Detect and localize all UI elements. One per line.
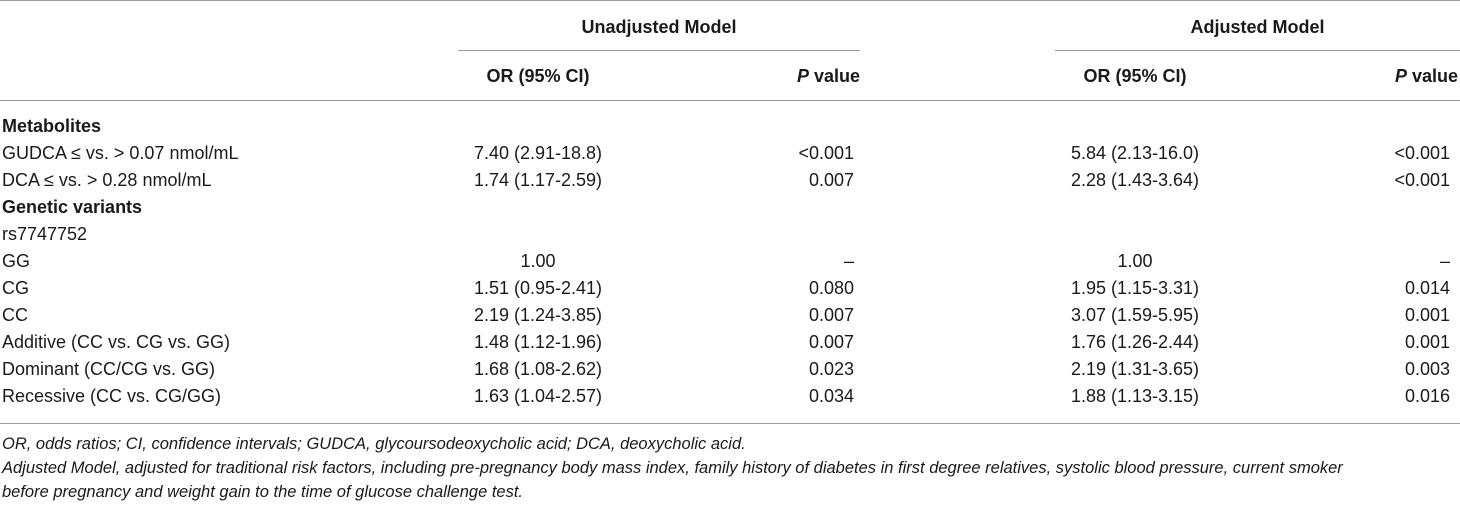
col-header-unadj-or: OR (95% CI) bbox=[486, 66, 590, 86]
footnote-adjusted-line2: before pregnancy and weight gain to the … bbox=[2, 483, 524, 501]
adj-p-cell: 0.003 bbox=[1404, 359, 1450, 379]
adj-p-cell: 0.001 bbox=[1404, 332, 1450, 352]
p-italic: P bbox=[796, 66, 809, 86]
adj-or-cell: 5.84 (2.13-16.0) bbox=[1070, 143, 1200, 163]
table-bottom-rule bbox=[0, 423, 1460, 424]
adj-p-cell: <0.001 bbox=[1394, 143, 1450, 163]
adj-or-cell: 1.76 (1.26-2.44) bbox=[1070, 332, 1200, 352]
adj-or-cell: 3.07 (1.59-5.95) bbox=[1070, 305, 1200, 325]
adj-or-cell: 1.88 (1.13-3.15) bbox=[1070, 386, 1200, 406]
adj-p-cell: <0.001 bbox=[1394, 170, 1450, 190]
row-label: GG bbox=[2, 251, 31, 271]
footnote-adjusted-line1: Adjusted Model, adjusted for traditional… bbox=[2, 459, 1343, 477]
footnotes: OR, odds ratios; CI, confidence interval… bbox=[2, 432, 1343, 504]
unadj-p-cell: 0.007 bbox=[808, 305, 854, 325]
row-label: CC bbox=[2, 305, 28, 325]
adj-p-cell: 0.016 bbox=[1404, 386, 1450, 406]
row-label: rs7747752 bbox=[2, 224, 88, 244]
unadj-or-cell: 1.63 (1.04-2.57) bbox=[473, 386, 603, 406]
col-header-adj-p: P value bbox=[1395, 65, 1458, 87]
row-label: Additive (CC vs. CG vs. GG) bbox=[2, 332, 231, 352]
unadj-or-cell: 1.48 (1.12-1.96) bbox=[473, 332, 603, 352]
group2-underline bbox=[1055, 50, 1460, 51]
adj-or-cell: 1.00 bbox=[1117, 251, 1153, 271]
unadj-p-cell: – bbox=[843, 251, 854, 271]
unadj-p-cell: 0.034 bbox=[808, 386, 854, 406]
unadj-p-cell: 0.080 bbox=[808, 278, 854, 298]
unadj-or-cell: 1.68 (1.08-2.62) bbox=[473, 359, 603, 379]
unadj-p-cell: 0.023 bbox=[808, 359, 854, 379]
col-header-unadj-p: P value bbox=[797, 65, 860, 87]
adj-or-cell: 2.28 (1.43-3.64) bbox=[1070, 170, 1200, 190]
group2-header: Adjusted Model bbox=[1190, 17, 1325, 37]
unadj-or-cell: 1.74 (1.17-2.59) bbox=[473, 170, 603, 190]
row-label: DCA ≤ vs. > 0.28 nmol/mL bbox=[2, 170, 212, 190]
col-header-adj-or: OR (95% CI) bbox=[1083, 66, 1187, 86]
adj-or-cell: 1.95 (1.15-3.31) bbox=[1070, 278, 1200, 298]
section-label: Genetic variants bbox=[2, 197, 143, 217]
unadj-or-cell: 7.40 (2.91-18.8) bbox=[473, 143, 603, 163]
unadj-or-cell: 2.19 (1.24-3.85) bbox=[473, 305, 603, 325]
row-label: Recessive (CC vs. CG/GG) bbox=[2, 386, 222, 406]
row-label: CG bbox=[2, 278, 29, 298]
group1-header: Unadjusted Model bbox=[581, 17, 737, 37]
unadj-or-cell: 1.00 bbox=[520, 251, 556, 271]
footnote-abbreviations: OR, odds ratios; CI, confidence interval… bbox=[2, 435, 746, 453]
p-rest: value bbox=[808, 66, 860, 86]
unadj-or-cell: 1.51 (0.95-2.41) bbox=[473, 278, 603, 298]
unadj-p-cell: <0.001 bbox=[798, 143, 854, 163]
top-rule bbox=[0, 0, 1460, 1]
adj-p-cell: 0.014 bbox=[1404, 278, 1450, 298]
header-bottom-rule bbox=[0, 100, 1460, 101]
p-italic: P bbox=[1394, 66, 1407, 86]
p-rest: value bbox=[1406, 66, 1458, 86]
adj-p-cell: 0.001 bbox=[1404, 305, 1450, 325]
section-label: Metabolites bbox=[2, 116, 102, 136]
row-label: GUDCA ≤ vs. > 0.07 nmol/mL bbox=[2, 143, 239, 163]
unadj-p-cell: 0.007 bbox=[808, 332, 854, 352]
adj-p-cell: – bbox=[1439, 251, 1450, 271]
adj-or-cell: 2.19 (1.31-3.65) bbox=[1070, 359, 1200, 379]
unadj-p-cell: 0.007 bbox=[808, 170, 854, 190]
group1-underline bbox=[458, 50, 860, 51]
row-label: Dominant (CC/CG vs. GG) bbox=[2, 359, 216, 379]
